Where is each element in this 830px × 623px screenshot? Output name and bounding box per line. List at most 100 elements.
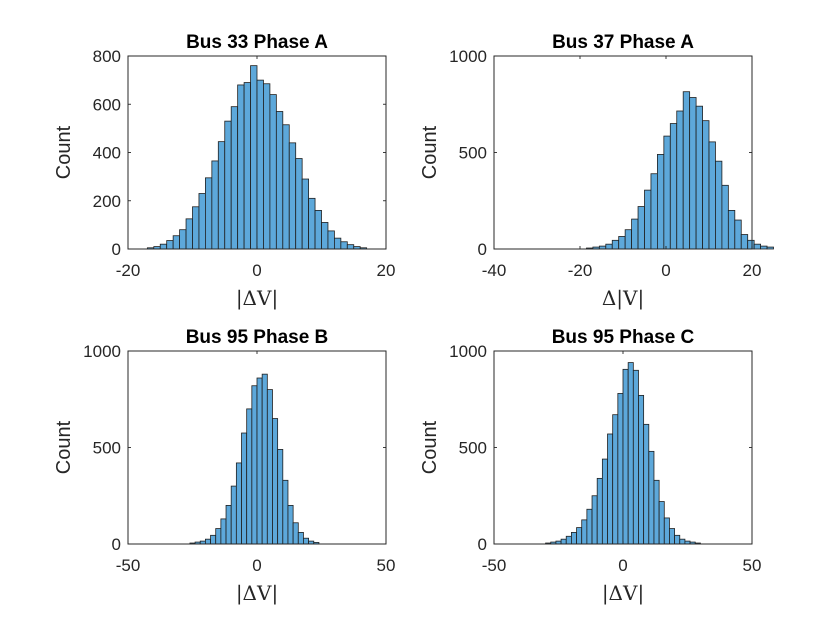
histogram-bar [611,239,620,250]
y-tick-label: 800 [93,47,121,66]
histogram-bar [695,105,703,250]
histogram-bar [346,244,355,250]
x-tick-label: -50 [482,556,507,575]
histogram-bar [220,518,227,545]
histogram-bar [624,229,633,250]
histogram-bar [753,243,762,250]
histogram-bar [674,534,681,545]
x-axis-label: |ΔV| [236,286,278,311]
histogram-bar [653,479,660,545]
y-axis-label: Count [53,125,75,179]
x-tick-label: -20 [116,261,141,280]
histogram-bar [658,501,665,545]
histogram-bar [650,173,658,250]
histogram-bar [627,362,634,545]
chart-title: Bus 95 Phase C [552,327,695,348]
histogram-bar [204,177,213,250]
x-tick-label: 20 [743,261,762,280]
histogram-bar [644,189,652,250]
histogram-bar [261,373,268,545]
histogram-bar [734,219,742,250]
histogram-bar [702,120,710,250]
histogram-bar [224,120,232,250]
histogram-bar [256,377,263,545]
histogram-bar [663,135,671,250]
x-tick-label: -50 [116,556,141,575]
histogram-bar [230,106,239,250]
y-tick-label: 400 [93,144,121,163]
histogram-bar [631,218,639,250]
x-tick-label: 0 [252,556,261,575]
histogram-bar [648,450,655,545]
histogram-bar [172,235,180,250]
x-tick-label: 0 [661,261,670,280]
histogram-bar [622,368,629,545]
histogram-bar [210,534,217,545]
histogram-bar [565,535,572,545]
y-tick-label: 1000 [449,342,487,361]
y-tick-label: 0 [478,535,487,554]
x-tick-label: 0 [252,261,261,280]
histogram-bar [669,123,678,250]
histogram-bar [571,532,577,545]
histogram-bar [237,84,245,250]
y-tick-label: 500 [459,144,487,163]
histogram-bar [159,243,168,250]
chart-title: Bus 95 Phase B [186,327,329,348]
histogram-bar [637,206,645,250]
y-tick-label: 500 [459,439,487,458]
y-tick-label: 0 [112,535,121,554]
histogram-bar [605,243,613,250]
histogram-bar [632,369,639,545]
histogram-bar [560,538,567,545]
histogram-bar [715,160,723,250]
histogram-bar [185,218,193,250]
histogram-bar [272,418,279,545]
histogram-bar [607,433,614,545]
histogram-bar [251,385,258,545]
histogram-bar [243,82,251,250]
y-axis-label: Count [419,125,441,179]
y-tick-label: 1000 [83,342,121,361]
histogram-bar [581,519,588,545]
x-tick-label: 0 [618,556,627,575]
histogram-bar [663,517,670,545]
histogram-bar [727,209,736,250]
histogram-bar [225,504,232,545]
histogram-bar [292,522,299,545]
x-axis-label: |ΔV| [602,581,644,606]
y-tick-label: 600 [93,95,121,114]
histogram-bar [282,479,289,545]
histogram-bar [576,527,583,545]
histogram-bar [601,458,608,545]
y-tick-label: 500 [93,439,121,458]
histogram-bar [314,209,322,250]
x-tick-label: 50 [377,556,396,575]
histogram-bar [287,504,294,545]
y-axis-label: Count [53,420,75,474]
histogram-bar [230,485,237,545]
x-tick-label: 50 [743,556,762,575]
histogram-bar [215,528,222,545]
histogram-bar [591,495,598,545]
chart-title: Bus 37 Phase A [552,32,694,53]
y-tick-label: 1000 [449,47,487,66]
histogram-bar [211,160,219,250]
histogram-bar [721,184,729,250]
histogram-bar [669,528,676,545]
histogram-bar [586,508,593,545]
histogram-bar [204,538,211,545]
histogram-bar [217,141,226,250]
histogram-bar [282,124,290,250]
x-tick-label: -20 [568,261,593,280]
histogram-bar [250,65,258,250]
histogram-bar [266,389,273,545]
histogram-bar [235,462,242,545]
x-tick-label: 20 [377,261,396,280]
histogram-bar [612,414,619,545]
histogram-bar [657,154,665,250]
histogram-bar [256,79,264,250]
histogram-bar [277,449,284,545]
